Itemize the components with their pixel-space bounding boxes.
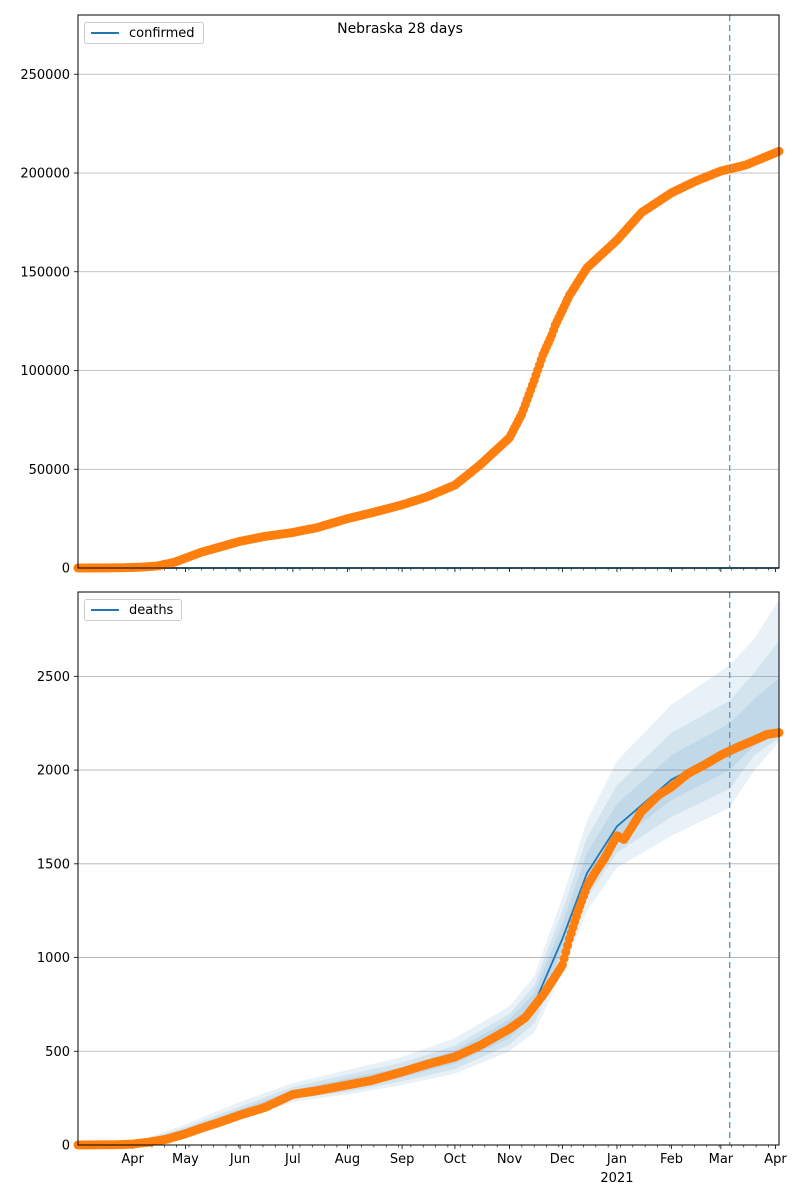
x-tick-label: Oct: [444, 1152, 466, 1167]
deaths-panel: 0 500 1000 1500 2000 2500 Apr May Jun Jul Aug Sep Oc…: [37, 591, 787, 1186]
y-tick-label: 2000: [37, 764, 70, 779]
x-tick-label: Jul: [284, 1152, 301, 1167]
x-tick-label: Nov: [497, 1152, 523, 1167]
x-tick-label: Jun: [229, 1152, 250, 1167]
x-tick-year-label: 2021: [600, 1171, 633, 1186]
legend-label-deaths: deaths: [129, 602, 174, 618]
y-tick-label: 1000: [37, 951, 70, 966]
y-tick-label: 500: [45, 1045, 70, 1060]
axes-frame: [77, 14, 780, 569]
chart-title: Nebraska 28 days: [337, 21, 463, 37]
deaths-legend: deaths: [84, 599, 183, 621]
legend-line-swatch: [91, 609, 119, 611]
x-tick-label: May: [172, 1152, 199, 1167]
x-tick-label: Apr: [764, 1152, 787, 1167]
y-tick-label: 150000: [20, 265, 70, 280]
y-tick-label: 1500: [37, 857, 70, 872]
y-tick-label: 200000: [20, 167, 70, 182]
legend-label-confirmed: confirmed: [129, 25, 195, 41]
confirmed-panel: 0 50000 100000 150000 200000 250000: [20, 14, 784, 577]
y-tick-label: 50000: [29, 463, 70, 478]
x-tick-label: Feb: [660, 1152, 683, 1167]
x-tick-label: Jan: [606, 1152, 627, 1167]
x-tick-label: Mar: [709, 1152, 734, 1167]
y-tick-label: 0: [62, 1139, 70, 1154]
confirmed-legend: confirmed: [84, 22, 204, 44]
x-tick-label: Aug: [335, 1152, 360, 1167]
x-tick-label: Dec: [550, 1152, 575, 1167]
y-tick-label: 100000: [20, 364, 70, 379]
x-tick-label: Sep: [390, 1152, 415, 1167]
y-tick-label: 0: [62, 562, 70, 577]
x-tick-label: Apr: [121, 1152, 144, 1167]
y-tick-label: 2500: [37, 670, 70, 685]
axes-frame: [77, 591, 780, 1146]
y-tick-label: 250000: [20, 68, 70, 83]
legend-line-swatch: [91, 32, 119, 34]
